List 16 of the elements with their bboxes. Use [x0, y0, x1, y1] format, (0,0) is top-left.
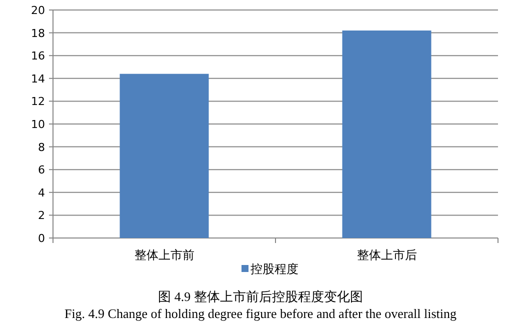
y-tick-label: 18 [31, 26, 45, 40]
text: Fig. 4.9 Change of holding degree figure before and after the overall listing [64, 306, 458, 321]
x-tick-label: 整体上市后 [356, 248, 417, 262]
text: 图 4.9 整体上市前后控股程度变化图 [158, 289, 363, 304]
y-tick-label: 16 [31, 50, 45, 63]
y-tick-label: 12 [31, 95, 45, 108]
y-tick-label: 10 [31, 118, 45, 131]
y-tick-label: 14 [31, 72, 45, 86]
y-tick-label: 0 [38, 232, 45, 245]
y-tick-label: 2 [38, 209, 45, 222]
y-tick-label: 4 [38, 186, 45, 200]
legend-label: 控股程度 [250, 262, 298, 276]
y-tick-label: 6 [38, 164, 45, 177]
y-tick-label: 8 [38, 140, 45, 154]
y-tick-label: 20 [31, 4, 45, 17]
x-tick-label: 整体上市前 [134, 248, 194, 262]
